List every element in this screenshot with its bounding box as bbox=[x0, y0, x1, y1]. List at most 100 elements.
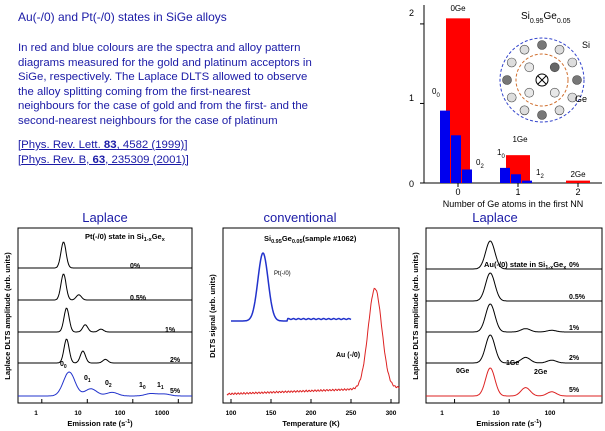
alloy-pattern-chart: 0 1 2 0 1 2 Number of Ge atoms in the fi… bbox=[409, 4, 602, 209]
atom bbox=[572, 75, 582, 85]
atom bbox=[554, 105, 565, 116]
y-tick-label: 0 bbox=[409, 179, 414, 189]
y-tick-label: 2 bbox=[409, 8, 414, 18]
au-dlts-line bbox=[226, 287, 400, 396]
x-axis-label: Number of Ge atoms in the first NN bbox=[443, 199, 584, 209]
atom bbox=[519, 44, 530, 55]
x-tick-label: 1 bbox=[440, 410, 444, 417]
bar-blue bbox=[500, 167, 510, 183]
spectrum-line bbox=[18, 371, 192, 397]
outer-shell bbox=[499, 37, 585, 123]
description-line: second-nearest neighbours for the case o… bbox=[18, 114, 278, 127]
x-tick-label: 1 bbox=[515, 187, 520, 197]
pct-label: 0.5% bbox=[130, 295, 147, 302]
atom bbox=[537, 40, 547, 50]
inner-shell bbox=[515, 53, 569, 107]
x-tick-label: 0 bbox=[455, 187, 460, 197]
x-axis-label: Emission rate (s-1) bbox=[67, 419, 133, 428]
x-tick-label: 300 bbox=[386, 410, 397, 417]
plot-frame bbox=[222, 227, 400, 404]
bar-label-0ge: 0Ge bbox=[450, 4, 466, 13]
atom bbox=[524, 87, 535, 98]
lattice-inset: Si Ge bbox=[499, 37, 590, 123]
x-tick-label: 200 bbox=[306, 410, 317, 417]
curves-group bbox=[18, 241, 192, 397]
state-label: Pt(-/0) state in Si1-xGex bbox=[85, 232, 166, 243]
plot-frame bbox=[17, 227, 193, 404]
peak-label: 2Ge bbox=[534, 369, 547, 376]
spectrum-line bbox=[18, 338, 192, 364]
reference-link-prb[interactable]: [Phys. Rev. B, 63, 235309 (2001)] bbox=[18, 153, 189, 166]
pt-peak-label: Pt(-/0) bbox=[274, 271, 291, 277]
x-tick-label: 1 bbox=[34, 410, 38, 417]
atom bbox=[567, 57, 578, 68]
bar-red bbox=[566, 180, 590, 183]
x-tick-label: 100 bbox=[226, 410, 237, 417]
curves-group bbox=[426, 240, 602, 397]
atom bbox=[519, 105, 530, 116]
pct-label: 1% bbox=[165, 327, 176, 334]
pct-label: 1% bbox=[569, 325, 580, 332]
pct-label: 0% bbox=[569, 262, 580, 269]
bar-label-2ge: 2Ge bbox=[570, 170, 586, 179]
bar-label-1-0: 10 bbox=[497, 148, 505, 160]
x-axis-label: Temperature (K) bbox=[282, 419, 340, 428]
peak-label: 1Ge bbox=[506, 360, 519, 367]
pct-label: 2% bbox=[569, 355, 580, 362]
atoms-group bbox=[502, 40, 582, 120]
spectrum-line bbox=[18, 241, 192, 269]
x-tick-label: 100 bbox=[545, 410, 556, 417]
ge-label: Ge bbox=[575, 94, 587, 104]
bar-blue bbox=[511, 174, 521, 183]
x-axis-label: Emission rate (s-1) bbox=[476, 419, 542, 428]
pct-label: 5% bbox=[170, 388, 181, 395]
plot-frame bbox=[425, 227, 603, 404]
left-panel-title: Laplace bbox=[82, 210, 128, 225]
atom bbox=[554, 44, 565, 55]
reference-link-prl[interactable]: [Phys. Rev. Lett. 83, 4582 (1999)] bbox=[18, 139, 188, 151]
description-line: the alloy splitting coming from the firs… bbox=[18, 85, 251, 98]
spectrum-line bbox=[18, 273, 192, 301]
right-panel-title: Laplace bbox=[472, 210, 518, 225]
ticks-group bbox=[420, 23, 579, 187]
description-line: neighbours for the case of gold and from… bbox=[18, 100, 308, 113]
bar-blue bbox=[451, 135, 461, 183]
page-title: Au(-/0) and Pt(-/0) states in SiGe alloy… bbox=[18, 10, 227, 24]
atom bbox=[549, 62, 560, 73]
description-line: diagrams measured for the gold and plati… bbox=[18, 56, 312, 69]
spectrum-line bbox=[18, 307, 192, 333]
bar-blue bbox=[440, 110, 450, 183]
y-axis-label: Laplace DLTS amplitude (arb. units) bbox=[3, 252, 12, 380]
curves-group bbox=[226, 251, 400, 396]
peak-label: 01 bbox=[84, 375, 91, 384]
atom bbox=[567, 92, 578, 103]
pt-dlts-line bbox=[231, 251, 352, 322]
peak-label: 11 bbox=[157, 382, 164, 391]
spectrum-line bbox=[426, 367, 602, 397]
peak-label: 0Ge bbox=[456, 368, 469, 375]
bar-label-1-2: 12 bbox=[536, 168, 544, 180]
bars-group bbox=[440, 18, 590, 183]
bar-blue bbox=[462, 169, 472, 183]
si-label: Si bbox=[582, 40, 590, 50]
pct-label: 2% bbox=[170, 357, 181, 364]
x-tick-label: 150 bbox=[266, 410, 277, 417]
atom bbox=[537, 110, 547, 120]
y-axis-label: Laplace DLTS amplitude (arb. units) bbox=[411, 252, 420, 380]
state-label: Au(-/0) state in Si1-xGex bbox=[484, 260, 567, 271]
x-tick-label: 10 bbox=[492, 410, 500, 417]
description-line: SiGe, respectively. The Laplace DLTS all… bbox=[18, 71, 308, 84]
description-line: In red and blue colours are the spectra … bbox=[18, 42, 301, 54]
ticks-group bbox=[454, 399, 565, 403]
atom bbox=[524, 62, 535, 73]
pct-label: 5% bbox=[569, 387, 580, 394]
peak-label: 00 bbox=[60, 361, 67, 370]
x-tick-label: 250 bbox=[346, 410, 357, 417]
x-tick-label: 1000 bbox=[155, 410, 170, 417]
alloy-label: Si0.95Ge0.05 bbox=[521, 11, 571, 25]
x-tick-label: 10 bbox=[74, 410, 82, 417]
peak-label: 02 bbox=[105, 380, 112, 389]
peak-label: 10 bbox=[139, 382, 146, 391]
conventional-dlts-panel: Si0.95Ge0.05(sample #1062) Pt(-/0) Au (-… bbox=[208, 227, 400, 428]
spectrum-line bbox=[426, 334, 602, 364]
